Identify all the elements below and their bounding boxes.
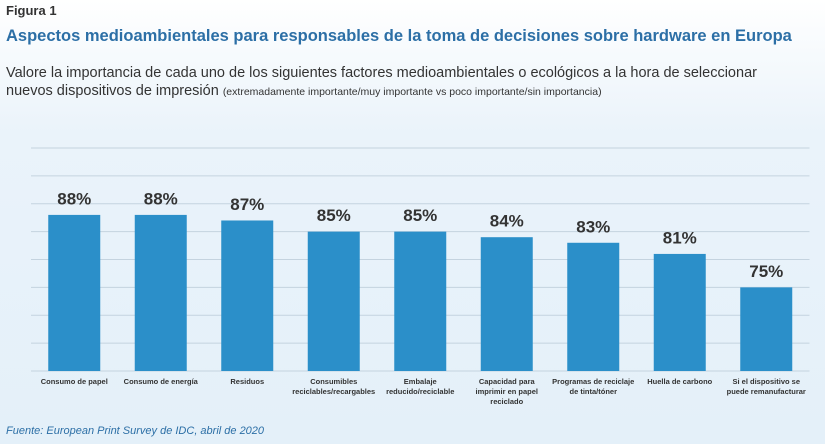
x-tick-label: Embalaje reducido/reciclable — [386, 377, 455, 396]
value-label: 85% — [317, 206, 351, 225]
x-tick-label: Consumo de papel — [40, 377, 108, 386]
chart-title: Aspectos medioambientales para responsab… — [6, 27, 792, 45]
x-tick-label: Si el dispositivo se puede remanufactura… — [726, 377, 806, 396]
value-label: 75% — [749, 262, 783, 281]
bar — [653, 253, 706, 371]
value-label: 87% — [230, 195, 264, 214]
bar — [221, 220, 274, 371]
x-tick-label: Huella de carbono — [647, 377, 713, 386]
x-tick-label: Capacidad para imprimir en papel recicla… — [475, 377, 539, 406]
value-label: 81% — [663, 228, 697, 247]
value-label: 88% — [144, 189, 178, 208]
bar — [394, 231, 447, 371]
x-tick-label: Programas de reciclaje de tinta/tóner — [552, 377, 635, 396]
x-tick-label: Residuos — [230, 377, 265, 386]
subtitle: Valore la importancia de cada uno de los… — [6, 65, 757, 99]
x-tick-label: Consumibles reciclables/recargables — [292, 377, 376, 396]
value-label: 88% — [57, 189, 91, 208]
bar — [48, 214, 101, 371]
value-label: 83% — [576, 217, 610, 236]
subtitle-note: (extremadamente importante/muy important… — [222, 86, 602, 98]
value-label: 85% — [403, 206, 437, 225]
bar — [480, 237, 533, 371]
figure-label: Figura 1 — [6, 3, 57, 18]
bar — [740, 287, 793, 371]
value-label: 84% — [490, 212, 524, 231]
x-tick-label: Consumo de energía — [123, 377, 198, 386]
bar — [567, 242, 620, 371]
subtitle-block: Valore la importancia de cada uno de los… — [6, 64, 806, 101]
bar — [307, 231, 360, 371]
source: Fuente: European Print Survey de IDC, ab… — [6, 425, 265, 437]
bar — [134, 214, 187, 371]
